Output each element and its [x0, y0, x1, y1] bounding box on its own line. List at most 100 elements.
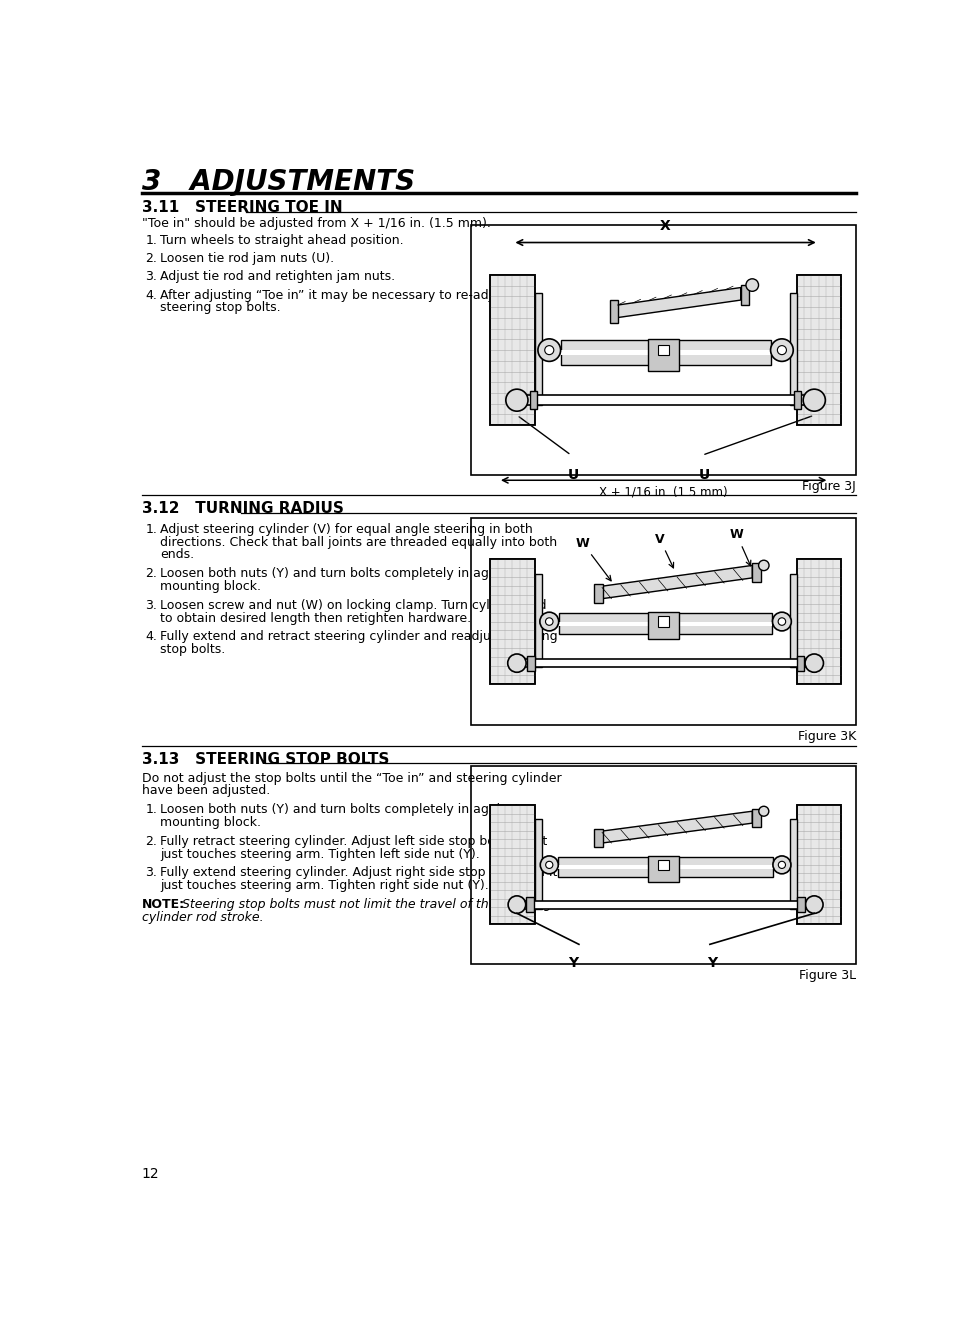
Text: steering stop bolts.: steering stop bolts.: [160, 301, 281, 314]
Bar: [648, 856, 679, 882]
Bar: [659, 345, 669, 355]
Text: cylinder rod stroke.: cylinder rod stroke.: [142, 911, 263, 923]
Bar: [491, 275, 535, 425]
Text: ends.: ends.: [160, 548, 195, 561]
Bar: [797, 806, 841, 925]
Bar: [797, 806, 841, 925]
Text: Do not adjust the stop bolts until the “Toe in” and steering cylinder: Do not adjust the stop bolts until the “…: [142, 772, 562, 784]
Bar: [471, 517, 856, 725]
Bar: [559, 613, 773, 635]
Bar: [561, 341, 771, 365]
Text: 3.12   TURNING RADIUS: 3.12 TURNING RADIUS: [142, 501, 344, 517]
Bar: [535, 293, 541, 405]
Bar: [794, 391, 802, 409]
Bar: [790, 573, 797, 667]
Text: Loosen screw and nut (W) on locking clamp. Turn cylinder rod: Loosen screw and nut (W) on locking clam…: [160, 599, 547, 612]
Bar: [797, 275, 841, 425]
Bar: [790, 293, 797, 405]
Bar: [659, 859, 669, 870]
Bar: [471, 224, 856, 476]
Text: 3.11   STEERING TOE IN: 3.11 STEERING TOE IN: [142, 200, 343, 215]
Circle shape: [508, 655, 526, 672]
Text: Adjust tie rod and retighten jam nuts.: Adjust tie rod and retighten jam nuts.: [160, 270, 396, 283]
Circle shape: [545, 862, 553, 868]
Text: X: X: [660, 219, 671, 232]
Bar: [797, 275, 841, 425]
Text: Fully retract steering cylinder. Adjust left side stop bolt until it: Fully retract steering cylinder. Adjust …: [160, 835, 547, 848]
Bar: [559, 864, 773, 868]
Circle shape: [778, 346, 786, 354]
Bar: [491, 560, 535, 684]
Bar: [491, 806, 535, 925]
Bar: [527, 656, 535, 671]
Text: Adjust steering cylinder (V) for equal angle steering in both: Adjust steering cylinder (V) for equal a…: [160, 522, 533, 536]
Text: Loosen both nuts (Y) and turn bolts completely in against: Loosen both nuts (Y) and turn bolts comp…: [160, 568, 519, 580]
Bar: [648, 339, 679, 371]
Text: Fully extend and retract steering cylinder and readjust steering: Fully extend and retract steering cylind…: [160, 631, 558, 644]
Bar: [797, 560, 841, 684]
Text: W: W: [576, 537, 612, 581]
Text: just touches steering arm. Tighten left side nut (Y).: just touches steering arm. Tighten left …: [160, 847, 480, 860]
Bar: [659, 616, 669, 627]
Text: After adjusting “Toe in” it may be necessary to re-adjust: After adjusting “Toe in” it may be neces…: [160, 289, 512, 302]
Text: 2.: 2.: [146, 568, 157, 580]
Text: 1.: 1.: [146, 803, 157, 816]
Circle shape: [758, 806, 769, 816]
Circle shape: [508, 896, 526, 914]
Circle shape: [545, 617, 553, 625]
Circle shape: [544, 346, 554, 354]
Bar: [753, 564, 760, 582]
Text: Y: Y: [707, 957, 717, 970]
Text: U: U: [699, 468, 709, 482]
Bar: [797, 898, 804, 911]
Circle shape: [773, 856, 791, 874]
Text: 3.13   STEERING STOP BOLTS: 3.13 STEERING STOP BOLTS: [142, 752, 389, 767]
Circle shape: [779, 617, 785, 625]
Text: U: U: [567, 468, 579, 482]
Bar: [530, 391, 538, 409]
Bar: [535, 573, 541, 667]
Text: Figure 3K: Figure 3K: [798, 729, 856, 743]
Text: V: V: [655, 533, 674, 568]
Circle shape: [540, 856, 559, 874]
Text: directions. Check that ball joints are threaded equally into both: directions. Check that ball joints are t…: [160, 536, 558, 549]
Bar: [516, 395, 814, 405]
Text: 4.: 4.: [146, 631, 157, 644]
Bar: [753, 810, 760, 827]
Text: 4.: 4.: [146, 289, 157, 302]
Circle shape: [805, 655, 824, 672]
Text: 3   ADJUSTMENTS: 3 ADJUSTMENTS: [142, 168, 415, 196]
Text: 1.: 1.: [146, 234, 157, 247]
Text: Y: Y: [568, 957, 578, 970]
Bar: [559, 856, 773, 876]
Bar: [741, 285, 749, 305]
Circle shape: [805, 896, 823, 914]
Text: 12: 12: [142, 1168, 159, 1181]
Bar: [797, 656, 804, 671]
Circle shape: [506, 389, 528, 411]
Text: Steering stop bolts must not limit the travel of the steering: Steering stop bolts must not limit the t…: [175, 898, 552, 911]
Text: 2.: 2.: [146, 253, 157, 266]
Text: have been adjusted.: have been adjusted.: [142, 784, 270, 798]
Bar: [561, 350, 771, 355]
Circle shape: [771, 339, 793, 361]
Circle shape: [540, 612, 559, 631]
Text: Loosen tie rod jam nuts (U).: Loosen tie rod jam nuts (U).: [160, 253, 334, 266]
Text: 3.: 3.: [146, 867, 157, 879]
Text: 2.: 2.: [146, 835, 157, 848]
Text: 1.: 1.: [146, 522, 157, 536]
Bar: [594, 584, 603, 603]
Text: 3.: 3.: [146, 270, 157, 283]
Bar: [491, 560, 535, 684]
Circle shape: [758, 560, 769, 570]
Polygon shape: [602, 565, 753, 599]
Circle shape: [773, 612, 791, 631]
Text: just touches steering arm. Tighten right side nut (Y).: just touches steering arm. Tighten right…: [160, 879, 489, 892]
Bar: [797, 560, 841, 684]
Text: NOTE:: NOTE:: [142, 898, 185, 911]
Bar: [526, 898, 534, 911]
Text: "Toe in" should be adjusted from X + 1/16 in. (1.5 mm).: "Toe in" should be adjusted from X + 1/1…: [142, 218, 491, 230]
Polygon shape: [617, 287, 741, 318]
Text: mounting block.: mounting block.: [160, 580, 261, 593]
Bar: [594, 830, 603, 847]
